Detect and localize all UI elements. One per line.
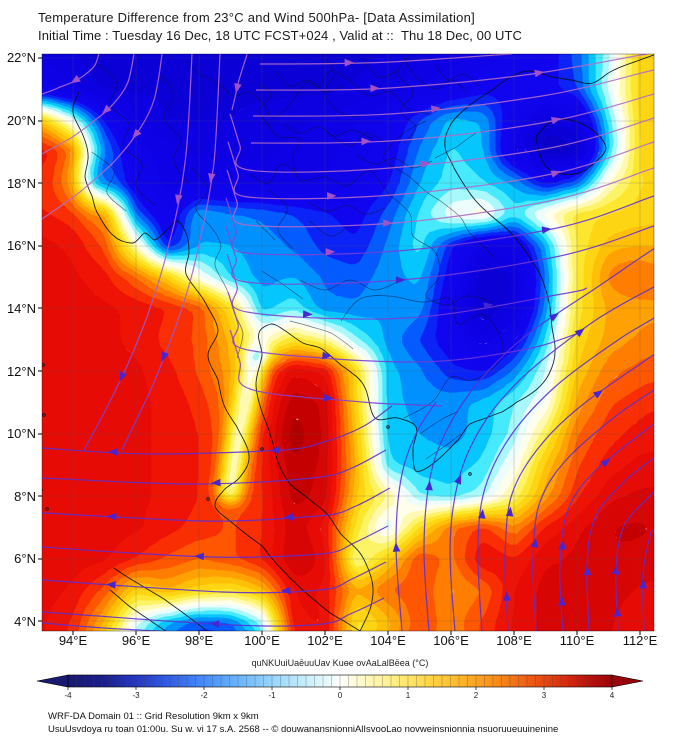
svg-text:3: 3	[542, 691, 547, 700]
svg-text:106°E: 106°E	[433, 633, 469, 648]
svg-text:4°N: 4°N	[14, 614, 36, 629]
svg-text:-2: -2	[200, 691, 208, 700]
svg-text:14°N: 14°N	[7, 301, 36, 316]
svg-text:4: 4	[610, 691, 615, 700]
svg-text:10°N: 10°N	[7, 426, 36, 441]
svg-text:112°E: 112°E	[623, 633, 658, 648]
svg-text:2: 2	[474, 691, 479, 700]
svg-text:8°N: 8°N	[14, 489, 36, 504]
svg-text:110°E: 110°E	[560, 633, 595, 648]
svg-text:96°E: 96°E	[122, 633, 151, 648]
svg-text:-1: -1	[268, 691, 276, 700]
svg-text:98°E: 98°E	[185, 633, 214, 648]
svg-text:22°N: 22°N	[7, 50, 36, 65]
svg-text:18°N: 18°N	[7, 176, 36, 191]
svg-text:6°N: 6°N	[14, 551, 36, 566]
svg-text:1: 1	[406, 691, 411, 700]
svg-text:94°E: 94°E	[59, 633, 88, 648]
svg-text:102°E: 102°E	[307, 633, 343, 648]
svg-text:-4: -4	[64, 691, 72, 700]
svg-text:104°E: 104°E	[370, 633, 406, 648]
svg-text:16°N: 16°N	[7, 238, 36, 253]
svg-text:100°E: 100°E	[244, 633, 280, 648]
svg-text:12°N: 12°N	[7, 364, 36, 379]
svg-text:-3: -3	[132, 691, 140, 700]
svg-text:20°N: 20°N	[7, 113, 36, 128]
svg-text:108°E: 108°E	[496, 633, 532, 648]
svg-text:0: 0	[338, 691, 343, 700]
svg-text:quNKUuiUaēuuUav Kuɵe ovAaLalBē: quNKUuiUaēuuUav Kuɵe ovAaLalBēea (°C)	[252, 658, 429, 668]
